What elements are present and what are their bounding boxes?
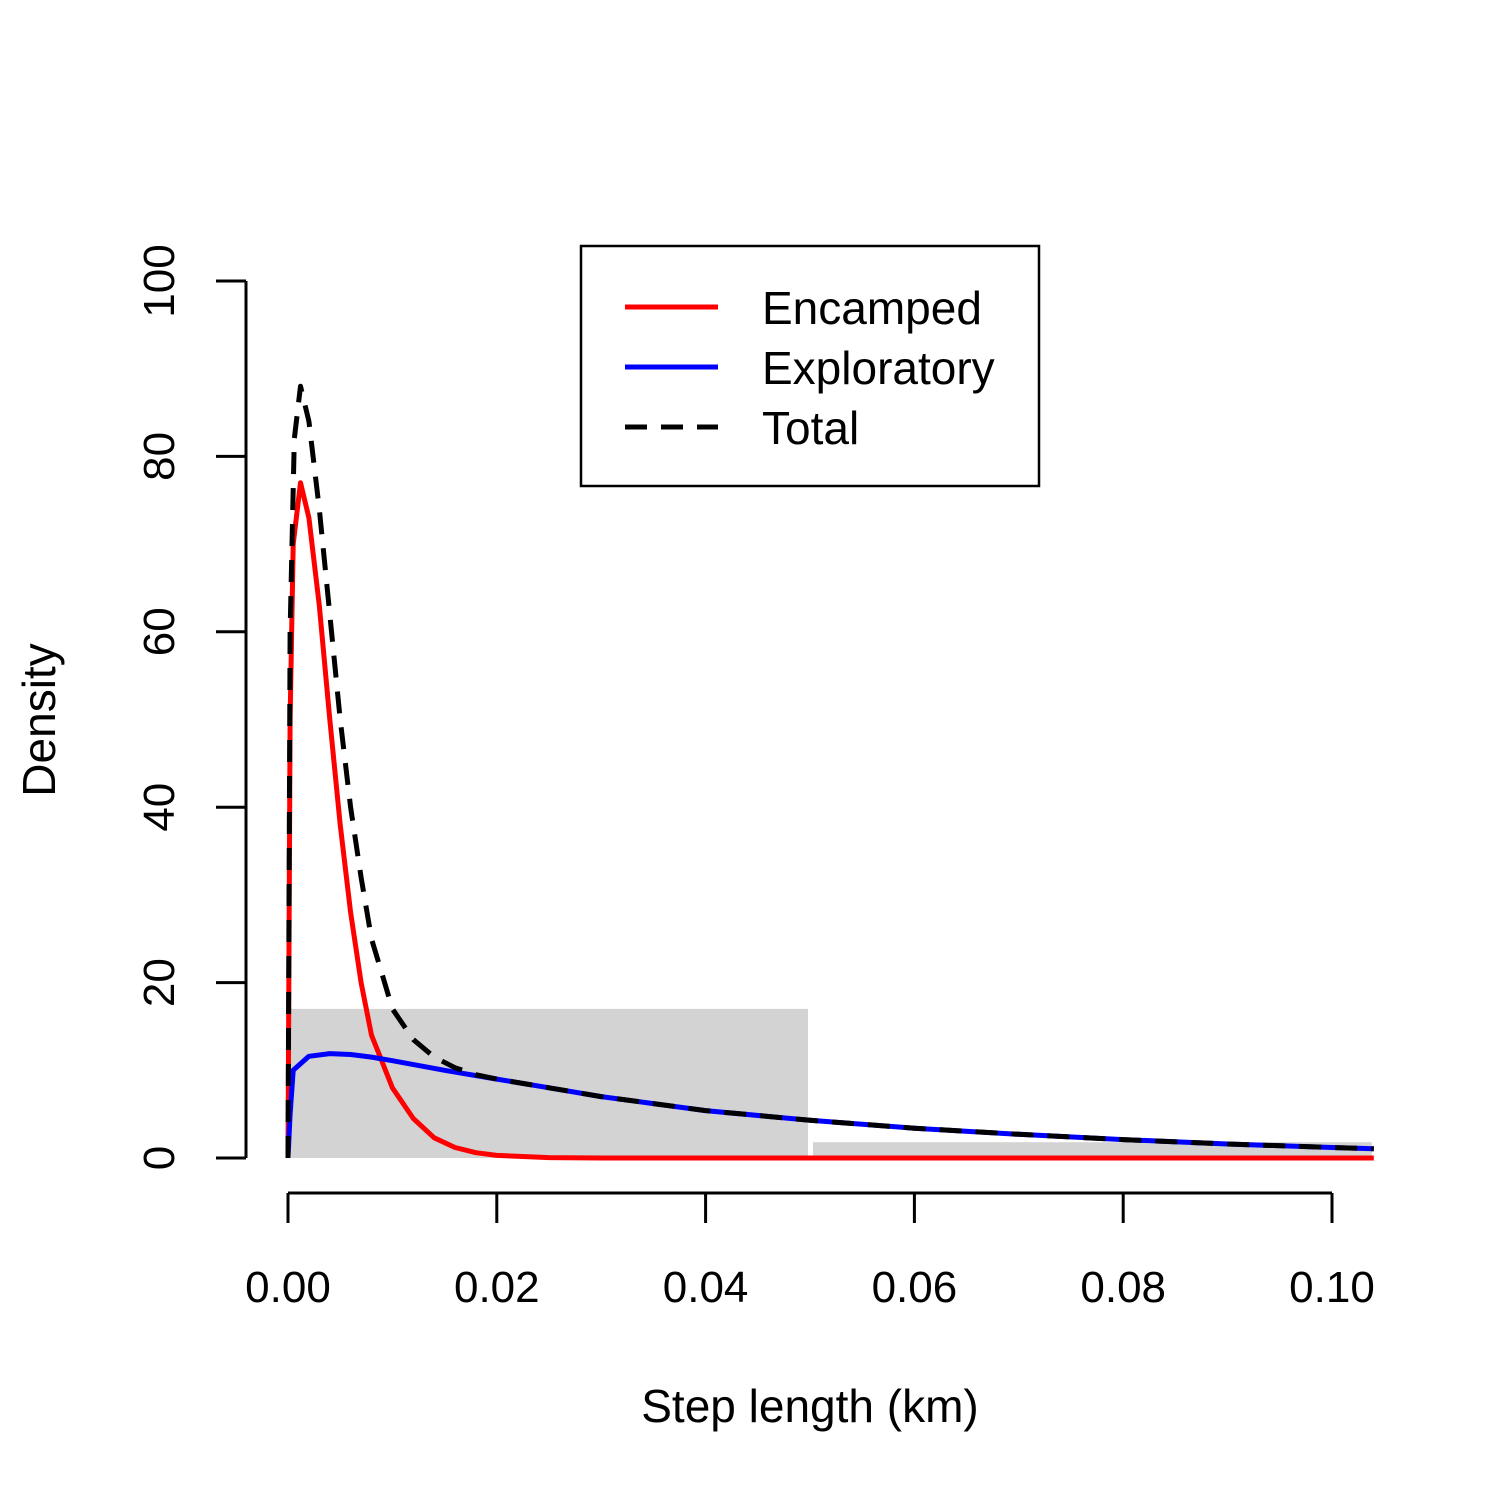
x-tick-label: 0.06 <box>872 1263 958 1312</box>
y-tick-label: 100 <box>135 244 184 317</box>
x-tick-label: 0.10 <box>1289 1263 1375 1312</box>
x-tick-label: 0.08 <box>1080 1263 1166 1312</box>
legend-label-total: Total <box>762 402 859 454</box>
x-tick-label: 0.02 <box>454 1263 540 1312</box>
y-tick-label: 60 <box>135 607 184 656</box>
legend-label-exploratory: Exploratory <box>762 342 995 394</box>
x-tick-label: 0.00 <box>245 1263 331 1312</box>
y-axis: 0 20 40 60 80 100 <box>135 244 248 1170</box>
histogram-bar <box>291 1008 808 1158</box>
x-tick-label: 0.04 <box>663 1263 749 1312</box>
y-tick-label: 80 <box>135 432 184 481</box>
series-line-encamped <box>285 480 1374 1161</box>
y-axis-title: Density <box>13 643 65 796</box>
y-ticks: 0 20 40 60 80 100 <box>135 244 246 1170</box>
histogram-layer <box>291 1008 1372 1158</box>
y-tick-label: 0 <box>135 1146 184 1170</box>
series-layer <box>285 383 1374 1161</box>
legend-label-encamped: Encamped <box>762 282 982 334</box>
legend: Encamped Exploratory Total <box>579 244 1041 488</box>
x-ticks: 0.00 0.02 0.04 0.06 0.08 0.10 <box>245 1193 1375 1312</box>
y-tick-label: 40 <box>135 783 184 832</box>
x-axis: 0.00 0.02 0.04 0.06 0.08 0.10 <box>245 1191 1375 1312</box>
y-tick-label: 20 <box>135 958 184 1007</box>
series-line-total <box>285 383 1374 1159</box>
x-axis-title: Step length (km) <box>641 1380 978 1432</box>
